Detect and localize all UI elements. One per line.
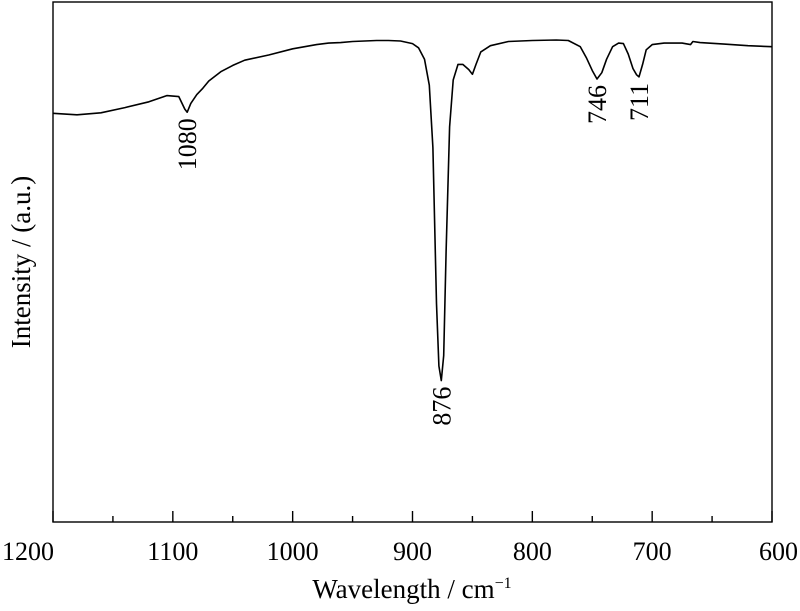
x-tick-label: 700 [633, 537, 672, 566]
peak-labels: 1080 876 746 711 [173, 83, 654, 426]
x-tick-label: 900 [393, 537, 432, 566]
x-tick-label: 1100 [147, 537, 198, 566]
peak-label: 1080 [173, 118, 202, 170]
x-axis-label: Wavelength / cm−1 [312, 574, 511, 604]
x-tick-label: 600 [759, 537, 798, 566]
peak-label: 746 [583, 85, 612, 124]
spectrum-line [52, 39, 773, 382]
peak-label: 876 [427, 387, 456, 426]
plot-frame [52, 1, 773, 523]
y-axis-label: Intensity / (a.u.) [6, 176, 36, 348]
x-tick-label: 1000 [267, 537, 319, 566]
x-tick-label: 800 [513, 537, 552, 566]
peak-label: 711 [625, 83, 654, 121]
x-axis-tick-labels: 1200 1100 1000 900 800 700 600 [2, 537, 798, 566]
x-axis-label-superscript: −1 [495, 575, 512, 592]
x-axis-ticks [52, 511, 773, 522]
x-tick-label: 1200 [2, 537, 54, 566]
